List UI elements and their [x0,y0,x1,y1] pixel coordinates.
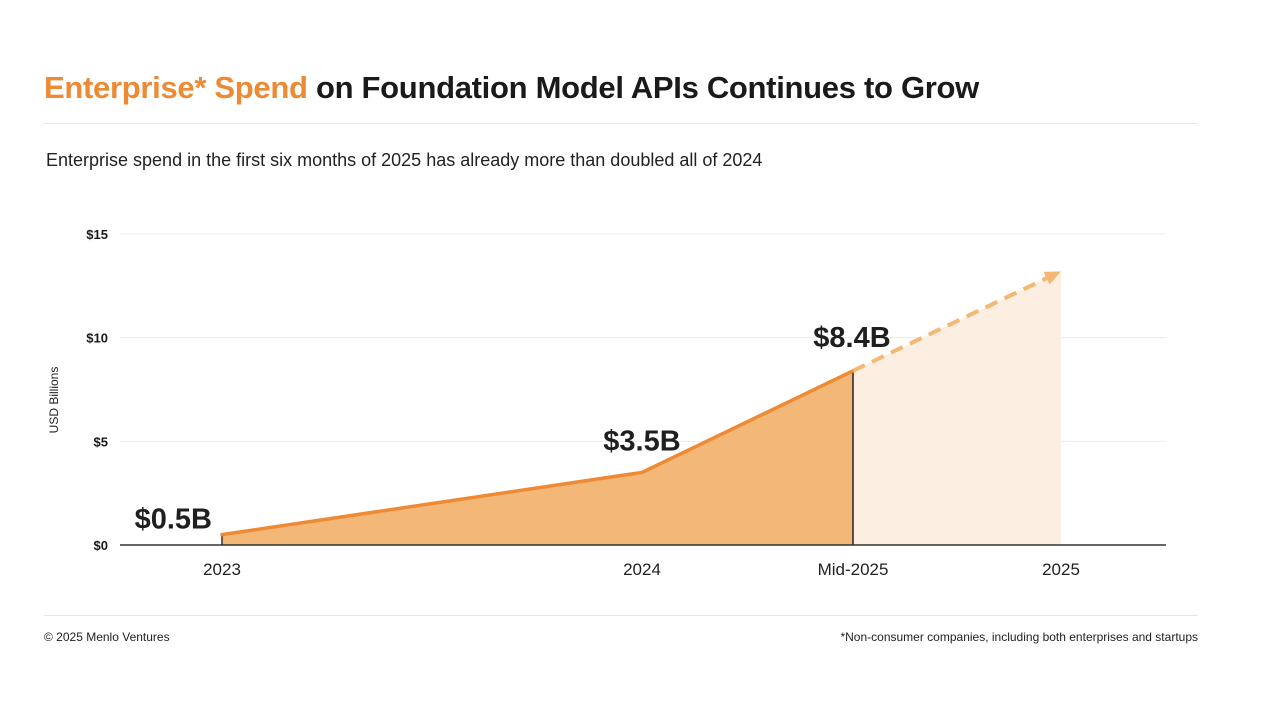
x-tick-label: 2023 [203,560,241,579]
y-axis-label: USD Billions [47,367,61,434]
spend-line [220,369,855,537]
projection-area [853,271,1061,545]
y-tick-label: $15 [86,227,108,242]
projection-arrowhead [1043,271,1061,285]
x-tick-label: 2024 [623,560,661,579]
title-rest: on Foundation Model APIs Continues to Gr… [307,70,979,105]
projection-line [852,276,1048,373]
x-tick-label: Mid-2025 [818,560,889,579]
x-tick-label: 2025 [1042,560,1080,579]
footer-divider [44,615,1198,616]
header-divider [44,123,1198,124]
copyright: © 2025 Menlo Ventures [44,630,170,644]
spend-area [222,370,853,545]
chart-subtitle: Enterprise spend in the first six months… [46,150,763,170]
data-label: $3.5B [603,425,680,457]
page-title: Enterprise* Spend on Foundation Model AP… [44,70,979,106]
data-label: $8.4B [813,322,890,354]
y-tick-label: $5 [94,434,108,449]
footnote: *Non-consumer companies, including both … [840,630,1198,644]
y-tick-label: $0 [94,538,108,553]
title-accent: Enterprise* Spend [44,70,308,105]
data-label: $0.5B [135,504,212,536]
y-tick-label: $10 [86,331,108,346]
